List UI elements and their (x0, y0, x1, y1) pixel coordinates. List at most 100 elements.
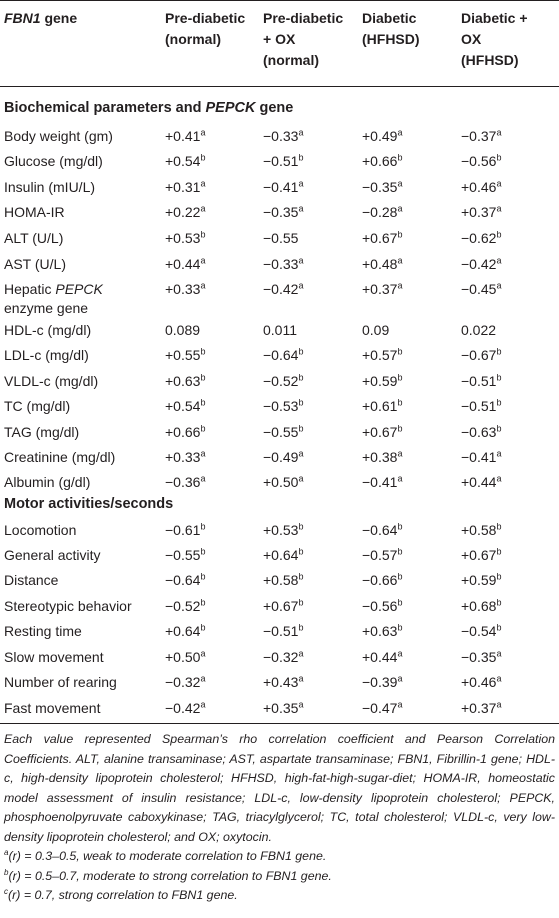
table-cell: −0.33a (263, 255, 304, 272)
table-cell: +0.50a (165, 648, 206, 665)
table-cell: 0.089 (165, 322, 201, 338)
table-cell: −0.32a (165, 673, 206, 690)
table-cell: +0.33a (165, 280, 206, 297)
table-cell: +0.66b (362, 152, 403, 169)
row-label: HOMA-IR (4, 204, 65, 220)
table-cell: −0.32a (263, 648, 304, 665)
table-row: ALT (U/L) +0.53b −0.55 +0.67b −0.62b (0, 229, 559, 248)
table-cell: −0.57b (362, 546, 403, 563)
table-cell: +0.49a (362, 127, 403, 144)
significance-superscript: a (298, 280, 304, 291)
table-cell: +0.37a (461, 699, 502, 716)
table-cell: −0.37a (461, 127, 502, 144)
table-cell: −0.56b (461, 152, 502, 169)
significance-superscript: b (200, 546, 206, 557)
table-cell: +0.54b (165, 152, 206, 169)
table-cell: −0.28a (362, 203, 403, 220)
table-cell: −0.55 (263, 230, 299, 246)
table-cell: +0.61b (362, 397, 403, 414)
row-label: VLDL-c (mg/dl) (4, 373, 99, 389)
table-cell: −0.54b (461, 622, 502, 639)
table-cell: 0.022 (461, 322, 497, 338)
significance-superscript: a (496, 127, 502, 138)
table-cell: −0.61b (165, 521, 206, 538)
table-cell: +0.44a (362, 648, 403, 665)
table-cell: +0.58b (461, 521, 502, 538)
table-cell: +0.37a (362, 280, 403, 297)
significance-superscript: b (200, 229, 206, 240)
significance-superscript: b (200, 152, 206, 163)
table-cell: −0.42a (263, 280, 304, 297)
header-diabetic-ox: Diabetic + OX (HFHSD) (461, 10, 528, 68)
significance-superscript: b (496, 152, 502, 163)
significance-superscript: a (298, 473, 304, 484)
table-cell: −0.55b (165, 546, 206, 563)
significance-superscript: a (496, 673, 502, 684)
significance-superscript: b (397, 423, 403, 434)
table-row: HDL-c (mg/dl) 0.089 0.011 0.09 0.022 (0, 321, 559, 340)
row-label: Glucose (mg/dl) (4, 153, 103, 169)
row-label: Hepatic PEPCK enzyme gene (4, 281, 103, 316)
table-cell: −0.66b (362, 571, 403, 588)
significance-superscript: b (200, 372, 206, 383)
table-cell: +0.59b (461, 571, 502, 588)
table-top-rule (0, 0, 559, 1)
significance-superscript: a (200, 448, 206, 459)
significance-superscript: b (397, 521, 403, 532)
row-label: General activity (4, 547, 101, 563)
table-cell: +0.55b (165, 346, 206, 363)
significance-superscript: b (397, 571, 403, 582)
significance-superscript: b (496, 571, 502, 582)
significance-superscript: a (397, 699, 403, 710)
table-row: VLDL-c (mg/dl) +0.63b −0.52b +0.59b −0.51b (0, 372, 559, 391)
significance-superscript: b (200, 597, 206, 608)
significance-superscript: a (298, 178, 304, 189)
header-rule (0, 86, 559, 87)
significance-superscript: b (298, 571, 304, 582)
significance-superscript: a (200, 255, 206, 266)
table-cell: +0.43a (263, 673, 304, 690)
row-label: Resting time (4, 623, 82, 639)
header-prediabetic-normal: Pre-diabetic (normal) (165, 10, 246, 47)
table-cell: −0.53b (263, 397, 304, 414)
significance-superscript: b (496, 229, 502, 240)
significance-superscript: b (397, 346, 403, 357)
table-cell: 0.09 (362, 322, 390, 338)
table-cell: −0.36a (165, 473, 206, 490)
row-label: Slow movement (4, 649, 104, 665)
significance-superscript: b (200, 397, 206, 408)
significance-superscript: a (200, 178, 206, 189)
significance-superscript: b (298, 622, 304, 633)
significance-superscript: a (298, 203, 304, 214)
table-cell: −0.49a (263, 448, 304, 465)
significance-superscript: a (397, 203, 403, 214)
table-cell: +0.67b (461, 546, 502, 563)
significance-superscript: b (298, 372, 304, 383)
row-label: Number of rearing (4, 674, 117, 690)
row-label: Albumin (g/dl) (4, 474, 91, 490)
table-cell: −0.62b (461, 229, 502, 246)
row-label: LDL-c (mg/dl) (4, 347, 89, 363)
table-row: Insulin (mIU/L) +0.31a −0.41a −0.35a +0.46a (0, 178, 559, 197)
significance-superscript: a (298, 648, 304, 659)
significance-superscript: a (298, 255, 304, 266)
significance-superscript: b (397, 397, 403, 408)
table-cell: +0.35a (263, 699, 304, 716)
significance-superscript: b (200, 622, 206, 633)
significance-superscript: a (397, 255, 403, 266)
table-row: Glucose (mg/dl) +0.54b −0.51b +0.66b −0.56b (0, 152, 559, 171)
significance-superscript: b (298, 546, 304, 557)
row-label: Creatinine (mg/dl) (4, 449, 116, 465)
table-cell: −0.45a (461, 280, 502, 297)
significance-superscript: b (298, 152, 304, 163)
table-cell: −0.35a (263, 203, 304, 220)
significance-superscript: a (397, 473, 403, 484)
table-row: Albumin (g/dl) −0.36a +0.50a −0.41a +0.44a (0, 473, 559, 492)
table-cell: −0.55b (263, 423, 304, 440)
table-cell: −0.64b (263, 346, 304, 363)
table-row: Fast movement −0.42a +0.35a −0.47a +0.37a (0, 699, 559, 718)
significance-superscript: a (397, 178, 403, 189)
significance-superscript: b (496, 521, 502, 532)
significance-superscript: a (200, 699, 206, 710)
